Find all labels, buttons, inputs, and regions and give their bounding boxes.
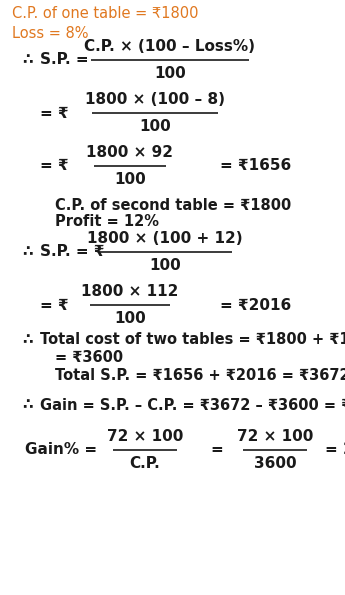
Text: Profit = 12%: Profit = 12% bbox=[55, 215, 159, 230]
Text: ∴: ∴ bbox=[22, 52, 33, 67]
Text: 1800 × 112: 1800 × 112 bbox=[81, 284, 179, 299]
Text: 3600: 3600 bbox=[254, 456, 296, 471]
Text: 100: 100 bbox=[114, 173, 146, 187]
Text: C.P.: C.P. bbox=[130, 456, 160, 471]
Text: Total cost of two tables = ₹1800 + ₹1800: Total cost of two tables = ₹1800 + ₹1800 bbox=[40, 333, 345, 347]
Text: 100: 100 bbox=[149, 258, 181, 273]
Text: 100: 100 bbox=[139, 120, 171, 134]
Text: = ₹: = ₹ bbox=[40, 298, 69, 312]
Text: ∴: ∴ bbox=[22, 397, 33, 412]
Text: 72 × 100: 72 × 100 bbox=[107, 428, 183, 444]
Text: 1800 × (100 – 8): 1800 × (100 – 8) bbox=[85, 92, 225, 107]
Text: 100: 100 bbox=[114, 311, 146, 326]
Text: ∴: ∴ bbox=[22, 245, 33, 259]
Text: = ₹3600: = ₹3600 bbox=[55, 350, 123, 365]
Text: C.P. × (100 – Loss%): C.P. × (100 – Loss%) bbox=[85, 39, 256, 54]
Text: Loss = 8%: Loss = 8% bbox=[12, 26, 89, 40]
Text: 1800 × 92: 1800 × 92 bbox=[87, 145, 174, 159]
Text: = 2%: = 2% bbox=[325, 443, 345, 458]
Text: 1800 × (100 + 12): 1800 × (100 + 12) bbox=[87, 231, 243, 246]
Text: Gain% =: Gain% = bbox=[25, 443, 97, 458]
Text: Total S.P. = ₹1656 + ₹2016 = ₹3672: Total S.P. = ₹1656 + ₹2016 = ₹3672 bbox=[55, 368, 345, 383]
Text: 72 × 100: 72 × 100 bbox=[237, 428, 313, 444]
Text: 100: 100 bbox=[154, 67, 186, 82]
Text: Gain = S.P. – C.P. = ₹3672 – ₹3600 = ₹72: Gain = S.P. – C.P. = ₹3672 – ₹3600 = ₹72 bbox=[40, 397, 345, 412]
Text: S.P. =: S.P. = bbox=[40, 52, 89, 67]
Text: S.P. = ₹: S.P. = ₹ bbox=[40, 245, 105, 259]
Text: = ₹1656: = ₹1656 bbox=[220, 158, 291, 174]
Text: ∴: ∴ bbox=[22, 333, 33, 347]
Text: = ₹2016: = ₹2016 bbox=[220, 298, 291, 312]
Text: C.P. of one table = ₹1800: C.P. of one table = ₹1800 bbox=[12, 7, 198, 21]
Text: = ₹: = ₹ bbox=[40, 105, 69, 121]
Text: C.P. of second table = ₹1800: C.P. of second table = ₹1800 bbox=[55, 198, 291, 212]
Text: = ₹: = ₹ bbox=[40, 158, 69, 174]
Text: =: = bbox=[210, 443, 223, 458]
